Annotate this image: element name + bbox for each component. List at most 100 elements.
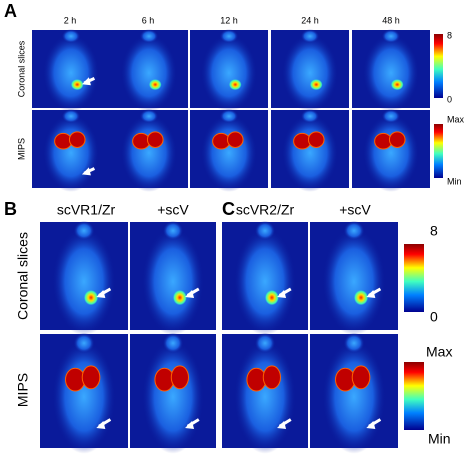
scan-image bbox=[40, 332, 128, 454]
kidney bbox=[307, 131, 325, 148]
head-signal bbox=[73, 220, 95, 241]
scan-image bbox=[130, 332, 216, 454]
colorbar-max: 8 bbox=[447, 30, 452, 40]
kidney bbox=[351, 365, 371, 390]
scan-image bbox=[32, 109, 110, 192]
head-signal bbox=[61, 29, 81, 44]
colorbar-min: 0 bbox=[447, 94, 452, 104]
tumor-signal bbox=[173, 290, 187, 306]
head-signal bbox=[61, 109, 81, 124]
colorbar-min: Min bbox=[428, 431, 451, 447]
head-signal bbox=[300, 109, 320, 124]
panel-label: A bbox=[4, 1, 17, 21]
arrow-head bbox=[96, 421, 106, 430]
arrow-head bbox=[96, 290, 106, 299]
scan-image bbox=[130, 220, 216, 336]
colorbar-max: Max bbox=[447, 114, 465, 124]
colorbar bbox=[434, 34, 443, 98]
arrow-head bbox=[277, 421, 287, 430]
body-signal bbox=[322, 339, 386, 454]
column-label: scVR2/Zr bbox=[236, 202, 295, 218]
head-signal bbox=[139, 29, 159, 44]
arrow-head bbox=[366, 290, 376, 299]
body-signal bbox=[120, 113, 178, 192]
body-signal bbox=[200, 33, 258, 112]
row-label: Coronal slices bbox=[16, 40, 26, 97]
arrow-head bbox=[81, 167, 91, 176]
head-signal bbox=[381, 29, 401, 44]
colorbar bbox=[434, 124, 443, 178]
kidney bbox=[388, 131, 406, 148]
row-label: MIPS bbox=[16, 138, 26, 160]
column-label: +scV bbox=[157, 202, 189, 218]
colorbar bbox=[404, 362, 424, 430]
body-signal bbox=[52, 227, 116, 336]
scan-image bbox=[32, 29, 110, 112]
body-signal bbox=[281, 113, 339, 192]
head-signal bbox=[219, 109, 239, 124]
colorbar-min: 0 bbox=[430, 309, 438, 325]
body-signal bbox=[142, 339, 204, 454]
body-signal bbox=[234, 227, 296, 336]
tumor-signal bbox=[229, 79, 242, 91]
time-label: 2 h bbox=[64, 15, 77, 25]
row-label: Coronal slices bbox=[15, 232, 31, 320]
tumor-signal bbox=[354, 290, 369, 306]
column-label: +scV bbox=[339, 202, 371, 218]
scan-image bbox=[310, 220, 398, 336]
scan-image bbox=[352, 29, 430, 112]
body-signal bbox=[322, 227, 386, 336]
scan-image bbox=[40, 220, 128, 336]
body-signal bbox=[52, 339, 116, 454]
body-signal bbox=[120, 33, 178, 112]
body-signal bbox=[42, 113, 100, 192]
kidney bbox=[170, 365, 189, 390]
scan-image bbox=[222, 220, 308, 336]
body-signal bbox=[42, 33, 100, 112]
head-signal bbox=[139, 109, 159, 124]
head-signal bbox=[219, 29, 239, 44]
tumor-signal bbox=[265, 290, 279, 306]
kidney bbox=[146, 131, 164, 148]
head-signal bbox=[343, 332, 365, 354]
panel-label: B bbox=[4, 199, 17, 219]
head-signal bbox=[254, 220, 276, 241]
panel-label: C bbox=[222, 199, 235, 219]
arrow-head bbox=[185, 290, 195, 299]
time-label: 24 h bbox=[301, 15, 319, 25]
head-signal bbox=[381, 109, 401, 124]
scan-image bbox=[222, 332, 308, 454]
scan-image bbox=[190, 29, 268, 112]
kidney bbox=[81, 365, 101, 390]
body-signal bbox=[362, 33, 420, 112]
head-signal bbox=[162, 220, 184, 241]
tumor-signal bbox=[310, 79, 323, 91]
arrow-head bbox=[81, 77, 91, 86]
colorbar bbox=[404, 244, 424, 312]
arrow-head bbox=[366, 421, 376, 430]
images bbox=[32, 29, 430, 454]
colorbar-max: 8 bbox=[430, 223, 438, 239]
arrow-head bbox=[277, 290, 287, 299]
body-signal bbox=[142, 227, 204, 336]
body-signal bbox=[281, 33, 339, 112]
kidney bbox=[68, 131, 86, 148]
tumor-signal bbox=[84, 290, 99, 306]
scan-image bbox=[271, 29, 349, 112]
row-label: MIPS bbox=[15, 373, 31, 407]
tumor-signal bbox=[149, 79, 162, 91]
tumor-signal bbox=[71, 79, 84, 91]
scan-image bbox=[190, 109, 268, 192]
head-signal bbox=[254, 332, 276, 354]
scan-image bbox=[110, 109, 188, 192]
head-signal bbox=[343, 220, 365, 241]
kidney bbox=[262, 365, 281, 390]
body-signal bbox=[200, 113, 258, 192]
arrow-head bbox=[185, 421, 195, 430]
head-signal bbox=[300, 29, 320, 44]
kidney bbox=[226, 131, 244, 148]
colorbar-max: Max bbox=[426, 344, 452, 360]
body-signal bbox=[362, 113, 420, 192]
time-label: 12 h bbox=[220, 15, 238, 25]
